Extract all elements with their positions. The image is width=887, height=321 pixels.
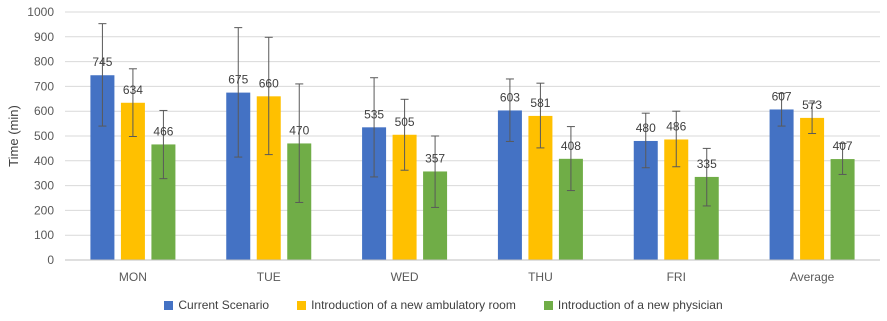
data-label: 486 [666, 119, 686, 133]
legend-label: Current Scenario [178, 298, 270, 312]
bar [769, 109, 794, 261]
y-tick-label: 500 [34, 129, 54, 143]
x-tick-label: MON [119, 270, 147, 284]
data-label: 634 [123, 83, 143, 97]
y-tick-label: 900 [34, 30, 54, 44]
y-tick-label: 800 [34, 55, 54, 69]
y-tick-label: 300 [34, 179, 54, 193]
legend-label: Introduction of a new ambulatory room [311, 298, 516, 312]
bar [800, 117, 825, 261]
data-label: 535 [364, 107, 384, 121]
legend-item: Current Scenario [164, 298, 269, 312]
x-tick-label: TUE [257, 270, 281, 284]
data-label: 660 [259, 76, 279, 90]
legend: Current Scenario Introduction of a new am… [0, 298, 887, 312]
x-tick-label: WED [391, 270, 419, 284]
x-tick-label: THU [528, 270, 553, 284]
bars [90, 75, 855, 261]
data-label: 357 [425, 151, 445, 165]
bar [830, 159, 855, 260]
y-tick-label: 200 [34, 203, 54, 217]
x-tick-label: FRI [667, 270, 686, 284]
legend-item: Introduction of a new ambulatory room [297, 298, 516, 312]
data-label: 573 [802, 98, 822, 112]
data-label: 505 [395, 115, 415, 129]
legend-swatch [543, 300, 553, 310]
data-label: 466 [153, 124, 173, 138]
y-axis-title: Time (min) [6, 105, 21, 167]
legend-item: Introduction of a new physician [543, 298, 723, 312]
y-tick-label: 600 [34, 104, 54, 118]
data-label: 581 [530, 96, 550, 110]
data-label: 603 [500, 90, 520, 104]
bar [497, 110, 522, 261]
legend-swatch [164, 300, 174, 310]
y-tick-label: 0 [47, 253, 54, 267]
data-label: 470 [289, 123, 309, 137]
y-axis-ticks: 0 100 200 300 400 500 600 700 800 900 1000 [27, 5, 54, 267]
data-label: 335 [697, 157, 717, 171]
data-label: 407 [833, 139, 853, 153]
x-tick-label: Average [790, 270, 835, 284]
gridlines [65, 11, 880, 236]
data-label: 408 [561, 139, 581, 153]
data-labels: 745 634 466 675 660 470 535 505 357 603 581 408 480 4… [92, 55, 853, 171]
data-label: 480 [636, 121, 656, 135]
data-label: 607 [772, 89, 792, 103]
legend-swatch [297, 300, 307, 310]
x-axis-ticks: MON TUE WED THU FRI Average [119, 270, 835, 284]
error-bars [98, 23, 847, 208]
legend-label: Introduction of a new physician [557, 298, 723, 312]
data-label: 675 [228, 73, 248, 87]
bar [120, 102, 145, 260]
y-tick-label: 100 [34, 228, 54, 242]
y-tick-label: 700 [34, 79, 54, 93]
y-tick-label: 400 [34, 154, 54, 168]
data-label: 745 [92, 55, 112, 69]
y-tick-label: 1000 [27, 5, 54, 19]
